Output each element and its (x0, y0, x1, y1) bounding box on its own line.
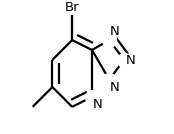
Text: N: N (125, 54, 135, 67)
Text: N: N (110, 25, 120, 38)
Text: N: N (110, 81, 120, 94)
Text: Br: Br (65, 1, 80, 14)
Text: N: N (93, 98, 102, 111)
